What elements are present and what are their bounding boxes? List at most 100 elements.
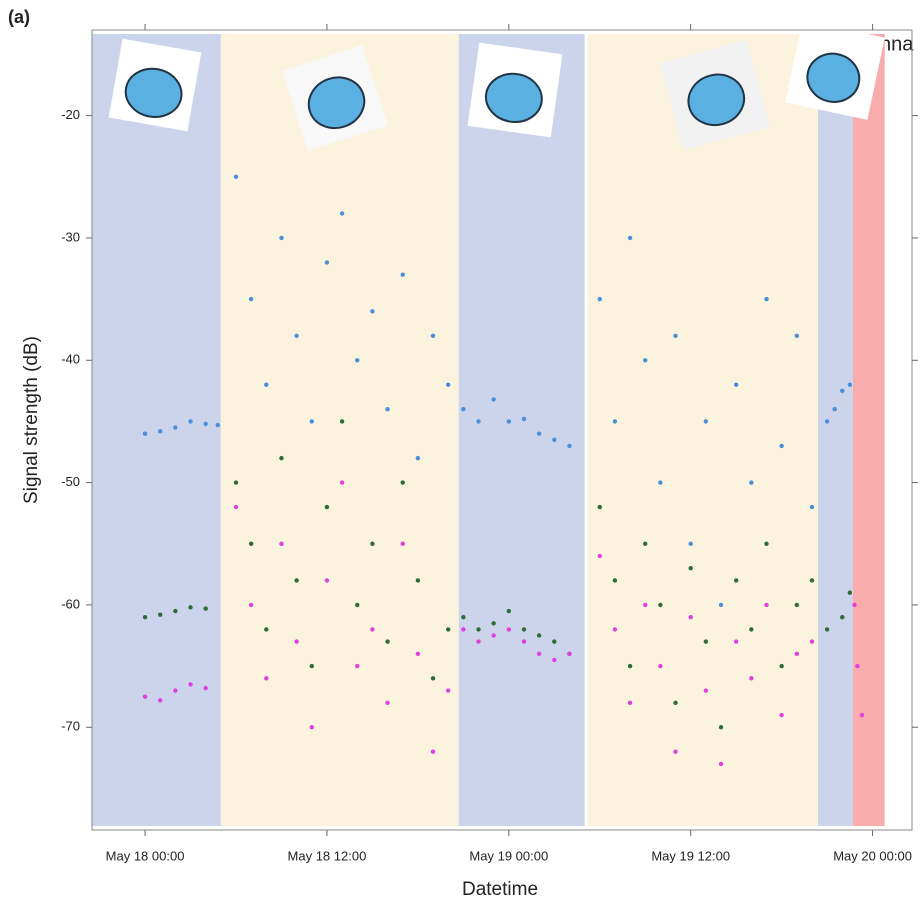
point: [794, 602, 800, 608]
point: [852, 602, 857, 608]
point: [703, 639, 709, 644]
period-band: [92, 34, 221, 826]
point: [400, 272, 405, 277]
point: [233, 174, 239, 179]
point: [597, 296, 602, 302]
point: [764, 602, 769, 608]
point: [491, 633, 496, 638]
point: [552, 639, 557, 644]
point: [567, 443, 572, 449]
point: [847, 382, 853, 387]
point: [294, 333, 299, 339]
annotation: nna: [880, 33, 914, 55]
point: [718, 602, 724, 608]
point: [445, 382, 451, 387]
period-band: [852, 34, 885, 826]
point: [597, 504, 602, 510]
point: [612, 578, 618, 583]
point: [324, 260, 330, 265]
point: [688, 541, 693, 546]
point: [779, 663, 784, 669]
point: [385, 639, 390, 644]
point: [279, 235, 284, 241]
point: [779, 712, 784, 718]
point: [233, 480, 239, 485]
point: [355, 358, 360, 363]
point: [733, 382, 739, 387]
point: [536, 651, 542, 657]
point: [339, 419, 345, 424]
point: [430, 749, 436, 754]
point: [385, 700, 390, 705]
point: [673, 749, 678, 754]
point: [733, 578, 739, 583]
point: [173, 425, 178, 430]
point: [385, 407, 390, 412]
point: [264, 627, 269, 632]
point: [142, 694, 148, 699]
point: [506, 419, 512, 424]
point: [794, 651, 800, 657]
point: [215, 422, 221, 428]
point: [188, 419, 193, 424]
point: [491, 621, 496, 626]
point: [309, 663, 314, 669]
point: [688, 614, 693, 620]
point: [248, 602, 254, 608]
point: [400, 541, 405, 546]
point: [658, 663, 663, 669]
point: [233, 504, 239, 510]
point: [430, 676, 436, 681]
point: [294, 639, 299, 644]
point: [142, 431, 148, 436]
point: [476, 627, 481, 632]
point: [158, 429, 163, 434]
point: [370, 627, 375, 632]
point: [461, 614, 466, 620]
point: [673, 333, 678, 339]
point: [476, 419, 481, 424]
chart-title: (a): [8, 7, 30, 27]
point: [612, 419, 618, 424]
y-axis-label: Signal strength (dB): [21, 336, 42, 504]
point: [749, 480, 754, 485]
x-tick-label: May 19 00:00: [469, 848, 548, 863]
point: [309, 725, 314, 730]
point: [536, 431, 542, 436]
point: [415, 455, 421, 461]
point: [536, 633, 542, 638]
point: [627, 663, 633, 669]
period-band: [818, 34, 853, 826]
point: [309, 419, 314, 424]
point: [203, 606, 208, 611]
x-axis-label: Datetime: [462, 879, 538, 900]
point: [809, 578, 815, 583]
y-tick-label: -60: [61, 596, 80, 611]
point: [248, 541, 254, 546]
point: [279, 455, 284, 461]
point: [158, 698, 163, 703]
point: [445, 688, 451, 693]
point: [355, 663, 360, 669]
point: [658, 602, 663, 608]
point: [552, 657, 557, 663]
y-tick-label: -40: [61, 352, 80, 367]
point: [339, 211, 345, 216]
icons: [108, 20, 885, 151]
point: [627, 235, 633, 241]
point: [339, 480, 345, 485]
y-tick-label: -50: [61, 474, 80, 489]
point: [461, 407, 466, 412]
point: [840, 614, 845, 620]
point: [673, 700, 678, 705]
period-band: [220, 34, 459, 826]
point: [703, 688, 709, 693]
point: [445, 627, 451, 632]
point: [415, 578, 421, 583]
y-tick-label: -30: [61, 229, 80, 244]
point: [552, 437, 557, 442]
point: [824, 627, 830, 632]
point: [855, 663, 860, 669]
point: [764, 296, 769, 302]
point: [415, 651, 421, 657]
